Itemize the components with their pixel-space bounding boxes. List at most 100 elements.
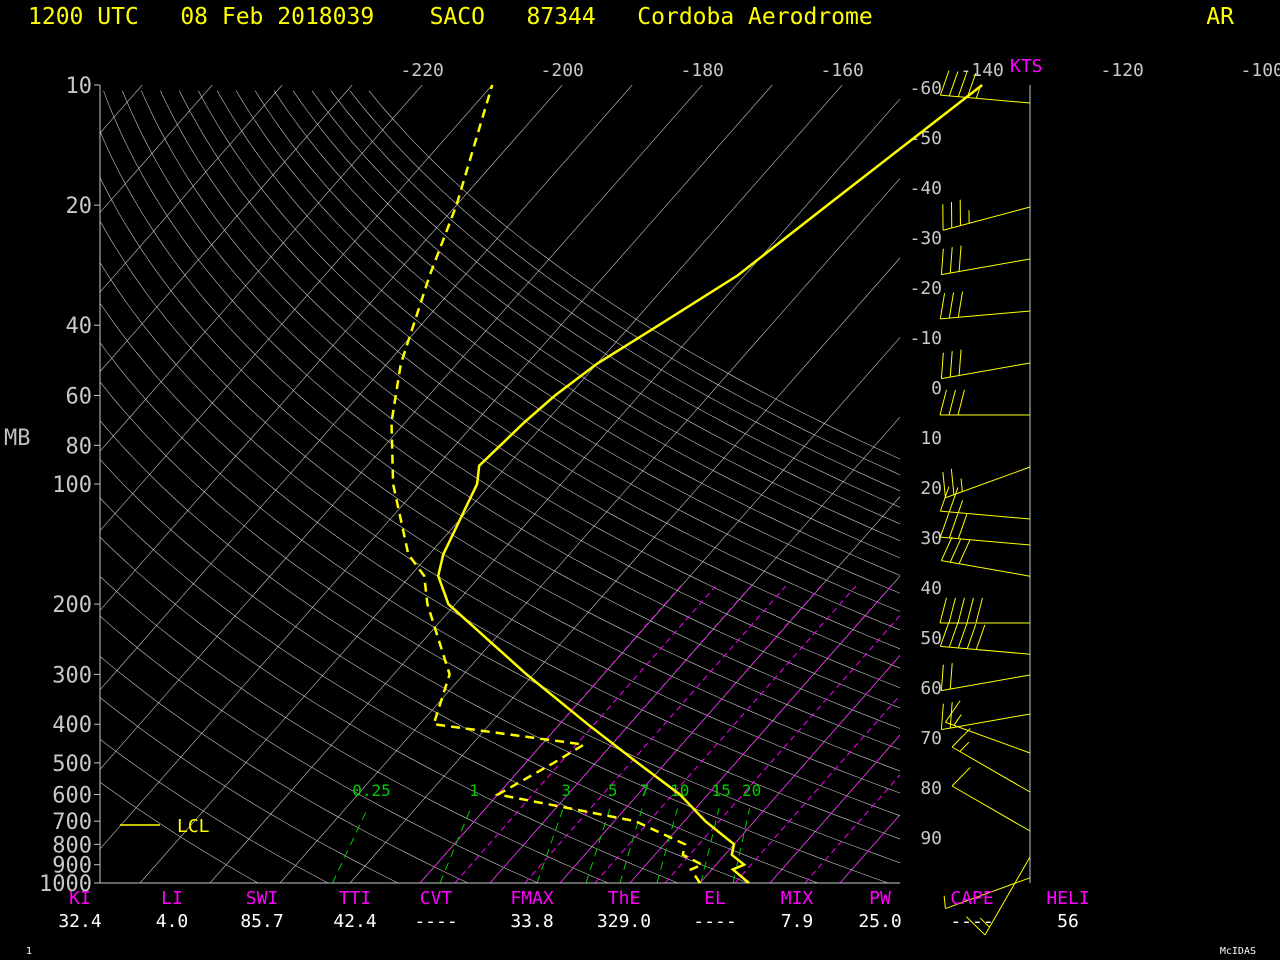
- dry-adiabat-line: [311, 90, 900, 508]
- moist-adiabat-line: [839, 814, 900, 883]
- wind-barb-flag: [940, 703, 944, 730]
- wind-barb-flag: [949, 663, 953, 690]
- wind-barb-flag: [950, 468, 955, 495]
- pressure-tick-label: 500: [52, 752, 92, 777]
- moist-adiabat-line: [804, 774, 900, 883]
- index-pw: PW 25.0: [840, 888, 920, 932]
- wind-barb-flag: [948, 487, 959, 513]
- isotherm-line: [100, 85, 563, 611]
- wind-barb-flag: [939, 512, 950, 538]
- isotherm-line: [0, 85, 2, 883]
- frame-number: 1: [26, 946, 33, 957]
- wind-barb-flag: [957, 623, 968, 649]
- moist-adiabat-line: [769, 734, 900, 883]
- wind-barb-shaft: [940, 310, 1031, 320]
- wind-barb-flag: [957, 514, 968, 539]
- dry-adiabat-line: [100, 262, 900, 794]
- wind-barb-flag: [966, 916, 986, 936]
- index-label: MIX: [780, 888, 814, 909]
- dry-adiabat-line: [216, 90, 900, 594]
- dry-adiabat-line: [160, 90, 900, 650]
- wind-barb-flag: [940, 248, 944, 275]
- pressure-tick-label: 20: [66, 194, 93, 219]
- top-temp-tick-label: -160: [821, 60, 864, 81]
- index-fmax: FMAX 33.8: [492, 888, 572, 932]
- dry-adiabat-line: [100, 781, 259, 883]
- pressure-tick-label: 600: [52, 783, 92, 808]
- pressure-tick-label: 200: [52, 593, 92, 618]
- right-temp-tick-label: 90: [920, 828, 942, 849]
- index-label: KI: [69, 888, 91, 909]
- dry-adiabat-line: [254, 90, 900, 559]
- top-temp-tick-label: -200: [541, 60, 584, 81]
- moist-adiabat-line: [419, 585, 682, 883]
- pressure-tick-label: 300: [52, 663, 92, 688]
- moist-adiabat-line: [524, 585, 787, 883]
- dry-adiabat-line: [198, 90, 900, 612]
- wind-barb-flag: [940, 536, 953, 561]
- wind-barb-flag: [951, 728, 971, 748]
- isotherm-line: [100, 85, 353, 373]
- index-the: ThE 329.0: [584, 888, 664, 932]
- moist-adiabat-line: [699, 654, 900, 883]
- isotherm-line: [559, 496, 900, 883]
- isotherm-line: [209, 98, 900, 883]
- index-label: CVT: [419, 888, 453, 909]
- right-temp-tick-label: -40: [909, 178, 942, 199]
- moist-adiabat-line: [559, 585, 822, 883]
- top-temp-tick-label: -180: [681, 60, 724, 81]
- moist-adiabat-line: [454, 585, 717, 883]
- right-temp-tick-label: -30: [909, 228, 942, 249]
- wind-barb-flag: [948, 622, 959, 648]
- right-temp-tick-label: 80: [920, 778, 942, 799]
- wind-barb-shaft: [942, 206, 1031, 231]
- dry-adiabat-line: [100, 738, 329, 883]
- right-temp-tick-label: 40: [920, 578, 942, 599]
- wind-barb-flag: [975, 597, 983, 624]
- wind-barb-flag: [939, 293, 946, 319]
- dry-adiabat-line: [141, 90, 900, 669]
- wind-barb-flag: [945, 700, 961, 723]
- index-cvt: CVT ----: [396, 888, 476, 932]
- mixing-ratio-line: [536, 808, 564, 883]
- index-value: 329.0: [596, 911, 652, 932]
- index-tti: TTI 42.4: [315, 888, 395, 932]
- wind-barb-flag: [959, 741, 970, 752]
- wind-barb-flag: [960, 478, 963, 492]
- isotherm-line: [419, 337, 900, 883]
- index-value: 85.7: [240, 911, 284, 932]
- wind-barb-flag: [975, 624, 986, 650]
- dry-adiabat-line: [100, 697, 399, 883]
- index-label: HELI: [1046, 888, 1090, 909]
- top-temp-tick-label: -220: [401, 60, 444, 81]
- wind-barb-flag: [966, 624, 977, 649]
- wind-barb-flag: [949, 247, 953, 274]
- wind-barb-shaft: [941, 362, 1031, 380]
- dry-adiabat-line: [122, 90, 900, 689]
- right-temp-tick-label: 20: [920, 478, 942, 499]
- wind-barb-flag: [966, 597, 974, 624]
- wind-barb-flag: [948, 389, 956, 416]
- index-value: ----: [693, 911, 737, 932]
- right-temp-tick-label: 70: [920, 728, 942, 749]
- pressure-tick-label: 400: [52, 713, 92, 738]
- wind-unit-label: KTS: [1010, 56, 1043, 77]
- wind-barb-shaft: [941, 560, 1031, 577]
- index-value: 7.9: [780, 911, 814, 932]
- wind-barb-flag: [939, 70, 950, 96]
- index-label: LI: [161, 888, 183, 909]
- wind-barb-shaft: [940, 536, 1031, 546]
- mixing-ratio-line: [332, 808, 369, 883]
- pressure-tick-label: 80: [66, 434, 93, 459]
- isotherm-line: [769, 734, 900, 883]
- moist-adiabat-line: [489, 585, 752, 883]
- index-cape: CAPE ----: [932, 888, 1012, 932]
- mixing-ratio-label: 10: [670, 781, 689, 800]
- isotherm-line: [100, 85, 633, 691]
- index-label: SWI: [245, 888, 279, 909]
- dry-adiabat-line: [100, 615, 539, 883]
- isotherm-line: [349, 257, 900, 883]
- dry-adiabat-line: [368, 90, 900, 460]
- mixing-ratio-label: 1: [469, 781, 479, 800]
